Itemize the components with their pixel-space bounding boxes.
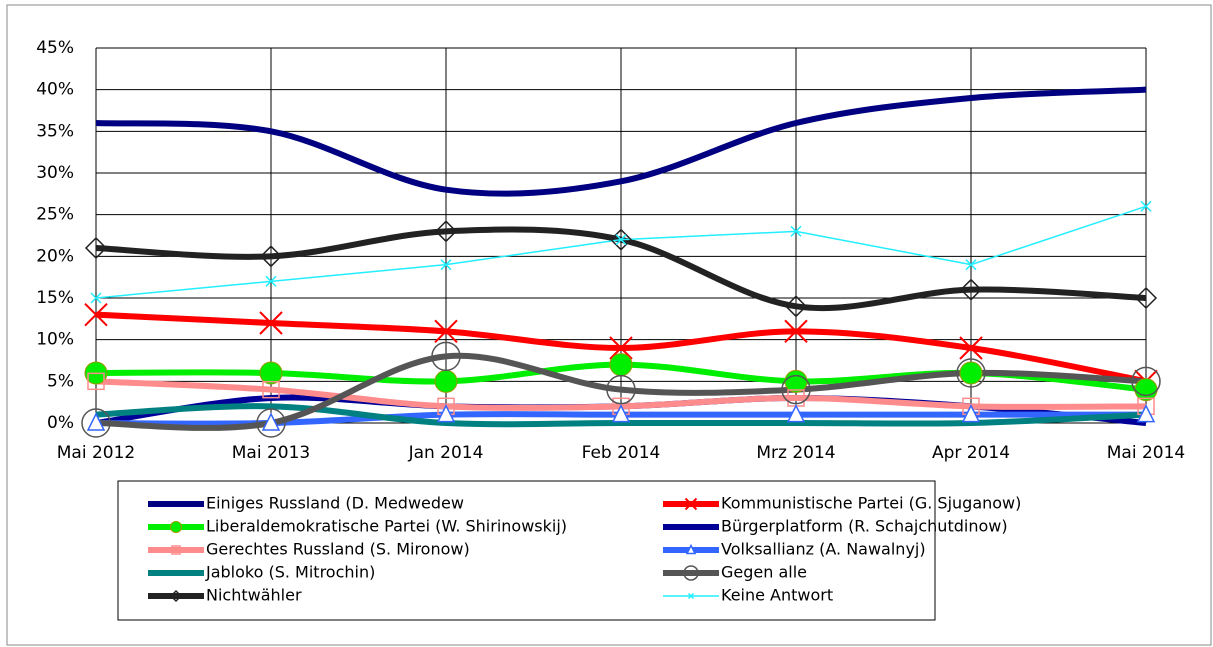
legend-label: Nichtwähler: [206, 586, 302, 605]
marker: [90, 292, 102, 304]
marker: [1140, 200, 1152, 212]
x-tick-label: Mai 2013: [232, 443, 310, 463]
marker: [440, 259, 452, 271]
legend: Einiges Russland (D. Medwedew Kommunistis…: [117, 480, 1021, 621]
y-tick-label: 45%: [36, 38, 74, 58]
legend-box: [117, 480, 936, 621]
marker: [1136, 403, 1156, 423]
marker: [959, 336, 983, 360]
marker: [786, 403, 806, 423]
y-tick-label: 30%: [36, 163, 74, 183]
marker: [959, 361, 983, 385]
marker: [259, 361, 283, 385]
marker: [784, 369, 808, 393]
x-tick-label: Mai 2012: [57, 443, 135, 463]
marker: [170, 521, 182, 533]
marker: [1134, 378, 1158, 402]
marker: [86, 412, 106, 431]
marker: [685, 543, 697, 555]
marker: [781, 374, 811, 405]
y-tick-label: 35%: [36, 121, 74, 141]
legend-label: Gegen alle: [721, 563, 807, 582]
x-tick-label: Apr 2014: [932, 443, 1010, 463]
x-tick-label: Mai 2014: [1107, 443, 1185, 463]
y-tick-label: 15%: [36, 288, 74, 308]
marker: [609, 353, 633, 377]
marker: [434, 220, 458, 243]
marker: [84, 236, 108, 260]
marker: [81, 408, 111, 438]
marker: [259, 311, 283, 335]
marker: [434, 319, 458, 344]
marker: [784, 319, 808, 344]
marker: [687, 592, 695, 600]
marker: [261, 412, 281, 431]
marker: [1131, 366, 1161, 397]
y-tick-label: 10%: [36, 330, 74, 350]
legend-label: Bürgerplatform (R. Schajchutdinow): [721, 517, 1008, 536]
marker: [431, 341, 461, 372]
y-tick-label: 25%: [36, 205, 74, 225]
marker: [956, 358, 986, 388]
marker: [611, 403, 631, 423]
marker: [959, 278, 983, 301]
marker: [262, 380, 280, 399]
marker: [171, 545, 181, 555]
y-tick-label: 40%: [36, 80, 74, 100]
marker: [790, 225, 802, 237]
x-tick-label: Jan 2014: [408, 443, 484, 463]
y-tick-label: 20%: [36, 246, 74, 266]
marker: [965, 259, 977, 271]
marker: [615, 234, 627, 246]
marker: [1134, 286, 1158, 310]
marker: [265, 275, 277, 287]
legend-label: Volksallianz (A. Nawalnyj): [721, 540, 926, 559]
y-tick-label: 0%: [47, 413, 74, 433]
x-tick-label: Feb 2014: [582, 443, 661, 463]
x-tick-label: Mrz 2014: [756, 443, 835, 463]
marker: [169, 589, 183, 603]
marker: [436, 403, 456, 423]
marker: [609, 336, 633, 360]
legend-label: Liberaldemokratische Partei (W. Shirinow…: [206, 517, 567, 536]
marker: [609, 228, 633, 251]
frame: [6, 4, 1212, 646]
legend-label: Einiges Russland (D. Medwedew: [206, 494, 464, 513]
marker: [684, 497, 698, 511]
marker: [87, 372, 105, 391]
marker: [683, 565, 699, 581]
marker: [434, 369, 458, 393]
marker: [784, 295, 808, 318]
marker: [606, 374, 636, 405]
y-tick-label: 5%: [47, 371, 74, 391]
marker: [259, 245, 283, 268]
legend-label: Keine Antwort: [721, 586, 833, 605]
marker: [84, 302, 108, 327]
legend-label: Jabloko (S. Mitrochin): [205, 563, 375, 582]
legend-label: Kommunistische Partei (G. Sjuganow): [721, 494, 1021, 513]
legend-label: Gerechtes Russland (S. Mironow): [206, 540, 470, 559]
marker: [961, 403, 981, 423]
series-line: [95, 403, 1147, 428]
marker: [256, 408, 286, 438]
series-line: [95, 86, 1147, 197]
